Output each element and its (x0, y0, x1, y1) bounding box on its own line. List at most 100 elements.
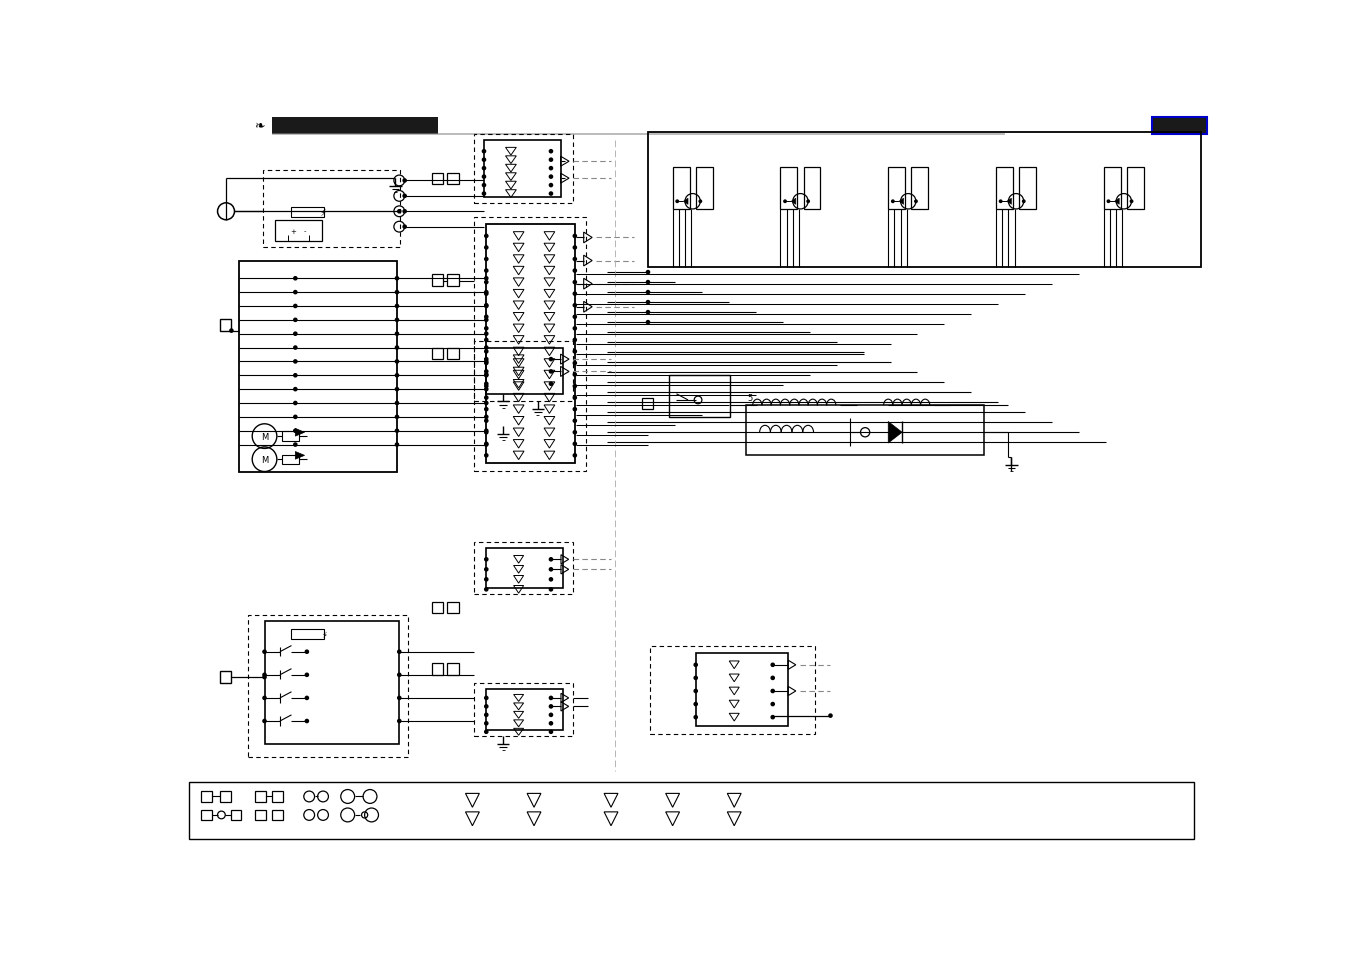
Circle shape (485, 361, 489, 366)
Circle shape (485, 374, 489, 378)
Circle shape (293, 304, 297, 309)
Bar (474, 542, 572, 595)
Bar (474, 134, 572, 204)
Circle shape (485, 395, 489, 400)
Bar (432, 275, 443, 287)
Circle shape (397, 650, 401, 655)
Circle shape (548, 370, 554, 375)
Circle shape (394, 429, 400, 434)
Bar (282, 432, 300, 441)
Text: 5: 5 (747, 394, 752, 403)
Circle shape (485, 292, 489, 296)
Polygon shape (1007, 199, 1011, 205)
Bar (239, 261, 397, 473)
Bar (220, 320, 231, 332)
Circle shape (305, 719, 309, 723)
Circle shape (485, 416, 489, 419)
Bar (273, 810, 284, 821)
Circle shape (828, 714, 833, 719)
Circle shape (572, 431, 578, 436)
Circle shape (394, 388, 400, 392)
Circle shape (572, 327, 578, 332)
Bar (189, 782, 1193, 839)
Circle shape (485, 318, 489, 323)
Text: +: + (290, 229, 296, 234)
Circle shape (394, 416, 400, 419)
Circle shape (572, 292, 578, 296)
Circle shape (305, 650, 309, 655)
Circle shape (485, 276, 489, 281)
Circle shape (914, 200, 918, 204)
Circle shape (394, 401, 400, 406)
Circle shape (482, 184, 486, 188)
Circle shape (645, 311, 651, 315)
Circle shape (572, 373, 578, 377)
Circle shape (572, 338, 578, 343)
Circle shape (485, 442, 489, 447)
Bar (483, 140, 562, 198)
Circle shape (572, 408, 578, 412)
Circle shape (293, 416, 297, 419)
Circle shape (572, 384, 578, 389)
Circle shape (645, 291, 651, 295)
Circle shape (694, 662, 698, 667)
Circle shape (485, 257, 489, 262)
Circle shape (645, 320, 651, 325)
Circle shape (572, 257, 578, 262)
Circle shape (485, 388, 489, 392)
Bar (486, 689, 563, 731)
Circle shape (485, 338, 489, 343)
Bar (292, 629, 324, 639)
Bar (803, 168, 821, 210)
Bar (474, 682, 572, 737)
Circle shape (402, 179, 406, 184)
Circle shape (548, 730, 554, 735)
Circle shape (482, 167, 486, 172)
Polygon shape (296, 429, 305, 436)
Circle shape (394, 443, 400, 447)
Bar (447, 173, 459, 185)
Circle shape (485, 291, 489, 295)
Circle shape (771, 662, 775, 667)
Bar (474, 217, 586, 472)
Circle shape (485, 587, 489, 592)
Circle shape (485, 704, 489, 709)
Bar (447, 275, 459, 287)
Circle shape (485, 304, 489, 308)
Circle shape (572, 361, 578, 366)
Circle shape (485, 327, 489, 332)
Circle shape (694, 715, 698, 720)
Circle shape (485, 408, 489, 412)
Circle shape (293, 276, 297, 281)
Circle shape (397, 210, 401, 214)
Circle shape (572, 304, 578, 308)
Bar (1019, 168, 1035, 210)
Circle shape (771, 702, 775, 706)
Polygon shape (296, 452, 305, 459)
Circle shape (548, 558, 554, 562)
Bar (220, 791, 231, 802)
Circle shape (694, 689, 698, 694)
Bar (263, 172, 400, 248)
Circle shape (485, 431, 489, 436)
Circle shape (548, 578, 554, 582)
Bar (695, 654, 788, 726)
Circle shape (485, 370, 489, 375)
Bar (996, 168, 1012, 210)
Circle shape (262, 673, 267, 678)
Circle shape (485, 315, 489, 320)
Circle shape (230, 329, 234, 334)
Circle shape (293, 332, 297, 336)
Circle shape (771, 676, 775, 680)
Bar (486, 225, 575, 463)
Circle shape (293, 443, 297, 447)
Circle shape (305, 673, 309, 678)
Circle shape (305, 696, 309, 700)
Bar (1104, 168, 1120, 210)
Bar (432, 173, 443, 185)
Bar (888, 168, 905, 210)
Circle shape (572, 234, 578, 239)
Polygon shape (791, 199, 796, 205)
Bar (231, 810, 242, 821)
Bar (255, 810, 266, 821)
